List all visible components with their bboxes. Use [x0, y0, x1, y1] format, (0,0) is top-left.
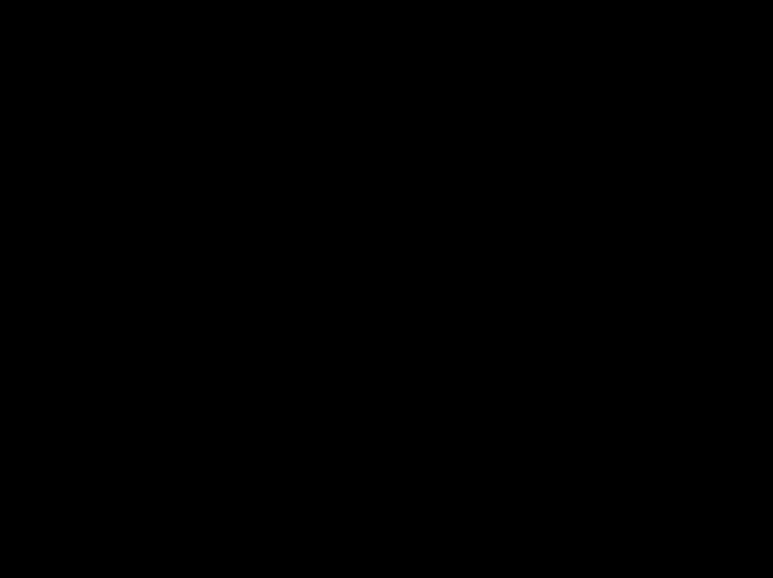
- word-cloud: [0, 0, 773, 578]
- word-cloud-background: [0, 0, 773, 578]
